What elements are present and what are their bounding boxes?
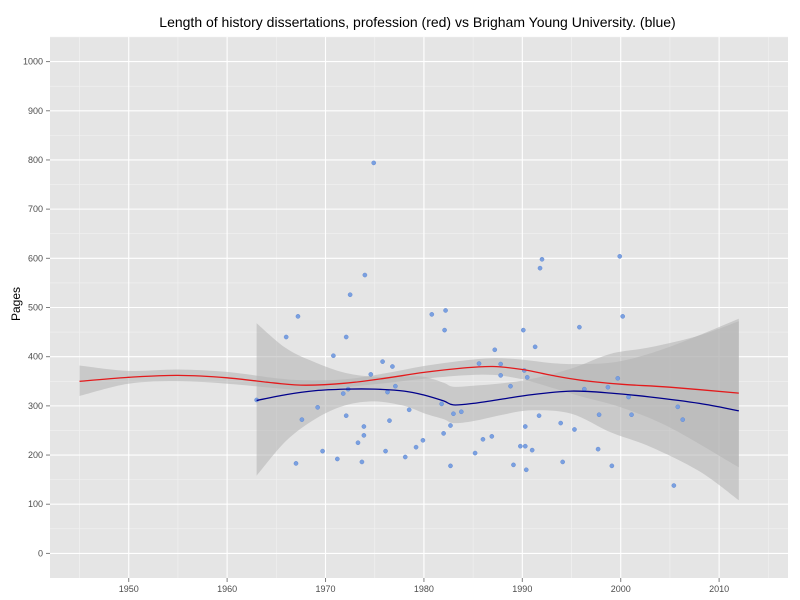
data-point [371, 160, 377, 166]
data-point [536, 413, 542, 419]
x-tick-label: 1950 [119, 584, 139, 594]
data-point [368, 372, 374, 377]
data-point [385, 389, 390, 395]
data-point [489, 434, 495, 439]
data-point [508, 383, 513, 389]
data-point [615, 376, 621, 381]
x-tick-label: 1980 [414, 584, 434, 594]
x-tick-label: 2000 [611, 584, 631, 594]
data-point [511, 462, 516, 468]
data-point [582, 386, 587, 392]
data-point [413, 444, 419, 450]
data-point [498, 361, 503, 367]
x-tick-label: 1970 [316, 584, 336, 594]
data-point [393, 383, 398, 389]
data-point [390, 364, 395, 369]
data-point [355, 440, 361, 446]
data-point [402, 454, 408, 460]
data-point [620, 314, 625, 319]
data-point [442, 327, 447, 333]
x-tick-label: 1960 [217, 584, 237, 594]
data-point [420, 437, 426, 443]
data-point [609, 463, 615, 469]
y-tick-label: 700 [28, 204, 43, 214]
data-point [320, 448, 325, 454]
data-point [283, 334, 289, 340]
data-point [347, 292, 353, 298]
data-point [448, 463, 453, 469]
data-point [387, 418, 392, 423]
y-tick-label: 500 [28, 303, 43, 313]
data-point [343, 413, 349, 419]
data-point [451, 411, 456, 417]
data-point [596, 412, 602, 418]
data-point [523, 467, 529, 473]
x-tick-label: 1990 [512, 584, 532, 594]
y-tick-label: 100 [28, 499, 43, 509]
profession-trend-line [79, 365, 739, 394]
data-point [529, 447, 535, 453]
data-point [361, 433, 367, 438]
data-point [480, 437, 486, 442]
data-point [595, 446, 601, 452]
data-point [340, 391, 346, 396]
data-point [560, 459, 565, 465]
y-tick-label: 600 [28, 253, 43, 263]
data-point [558, 420, 563, 426]
data-point [476, 361, 482, 366]
chart-title: Length of history dissertations, profess… [159, 14, 676, 30]
data-point [532, 344, 538, 350]
data-point [675, 404, 681, 410]
data-point [443, 308, 448, 313]
data-point [343, 334, 349, 340]
data-point [295, 314, 301, 319]
y-tick-label: 1000 [23, 57, 43, 67]
y-tick-label: 200 [28, 450, 43, 460]
data-point [459, 409, 464, 415]
data-point [441, 431, 446, 436]
data-point [315, 405, 320, 410]
data-point [299, 417, 305, 422]
data-point [572, 427, 577, 432]
data-point [361, 424, 367, 429]
y-tick-label: 300 [28, 401, 43, 411]
y-tick-label: 0 [38, 548, 43, 558]
data-point [429, 312, 435, 317]
data-point [629, 412, 634, 418]
data-point [383, 448, 388, 454]
data-point [362, 272, 368, 278]
data-point [521, 327, 526, 333]
data-point [293, 461, 299, 466]
data-point [617, 254, 623, 259]
data-point [605, 384, 611, 390]
data-point [680, 417, 686, 422]
byu-trend-line [256, 388, 739, 412]
data-point [524, 375, 530, 380]
data-point [539, 257, 545, 262]
data-point [522, 443, 528, 449]
data-point [498, 373, 503, 378]
data-point [492, 347, 498, 353]
data-point [331, 353, 336, 358]
data-point [380, 359, 385, 364]
data-point [439, 401, 444, 407]
data-point [537, 265, 543, 271]
byu-confidence-band [256, 321, 739, 501]
data-point [577, 324, 582, 330]
data-point [472, 450, 478, 456]
y-tick-label: 900 [28, 106, 43, 116]
data-point [406, 407, 412, 413]
x-tick-label: 2010 [709, 584, 729, 594]
y-tick-label: 800 [28, 155, 43, 165]
data-point [522, 424, 528, 429]
data-point [335, 456, 340, 462]
y-tick-label: 400 [28, 352, 43, 362]
data-point [626, 394, 631, 400]
data-point [518, 443, 523, 449]
data-point [359, 459, 365, 465]
data-point [671, 483, 677, 488]
data-point [448, 423, 453, 428]
